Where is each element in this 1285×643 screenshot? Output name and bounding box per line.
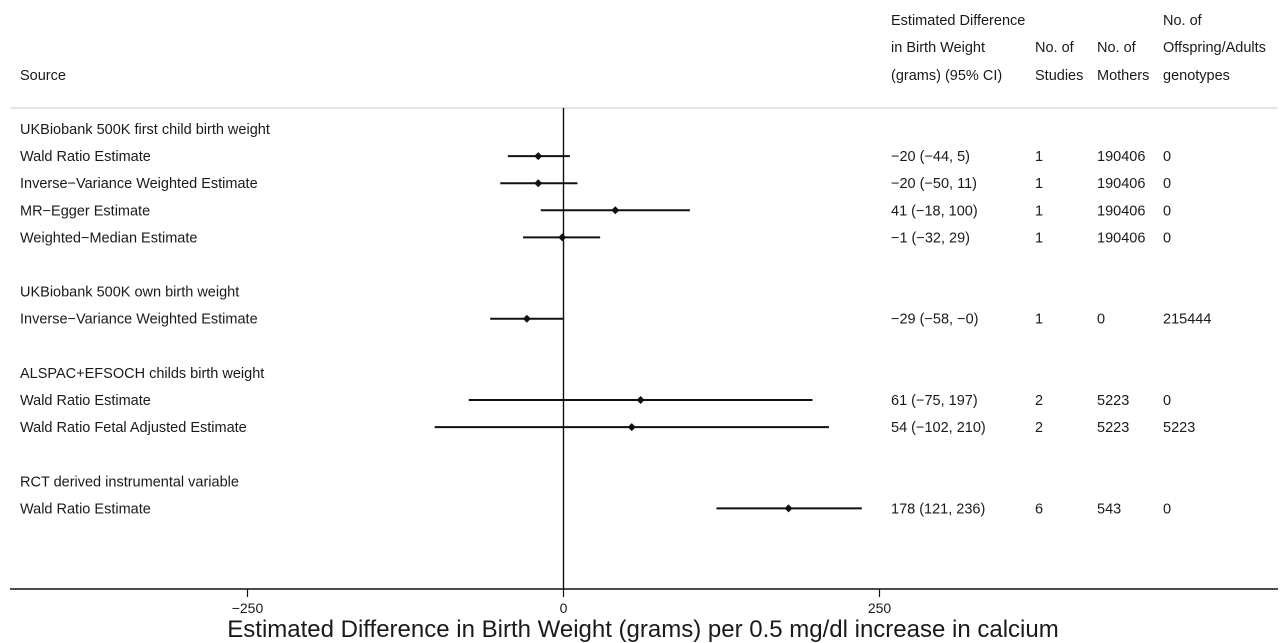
header-offspring-line-1: No. of	[1163, 13, 1203, 29]
x-axis-title: Estimated Difference in Birth Weight (gr…	[227, 616, 1058, 643]
estimate-text: −29 (−58, −0)	[891, 312, 978, 328]
point-estimate-marker	[522, 314, 531, 323]
header-estimate-line-1: Estimated Difference	[891, 13, 1025, 29]
header-estimate-line-3: (grams) (95% CI)	[891, 68, 1002, 84]
row-label: Inverse−Variance Weighted Estimate	[20, 312, 258, 328]
studies-count: 6	[1035, 501, 1043, 517]
x-tick-label: 250	[868, 600, 892, 616]
row-label: Wald Ratio Estimate	[20, 501, 151, 517]
studies-count: 1	[1035, 176, 1043, 192]
studies-count: 1	[1035, 312, 1043, 328]
x-tick-label: −250	[232, 600, 264, 616]
row-label: Wald Ratio Estimate	[20, 393, 151, 409]
mothers-count: 543	[1097, 501, 1121, 517]
point-estimate-marker	[534, 179, 543, 188]
row-label: Inverse−Variance Weighted Estimate	[20, 176, 258, 192]
mothers-count: 5223	[1097, 420, 1129, 436]
estimate-text: 178 (121, 236)	[891, 501, 985, 517]
offspring-count: 0	[1163, 176, 1171, 192]
header-studies-line-1: No. of	[1035, 40, 1075, 56]
group-title: UKBiobank 500K own birth weight	[20, 285, 239, 301]
x-axis: −250 0 250 Estimated Difference in Birth W…	[10, 588, 1278, 643]
offspring-count: 0	[1163, 203, 1171, 219]
header-mothers-line-2: Mothers	[1097, 68, 1149, 84]
row-label: Wald Ratio Estimate	[20, 149, 151, 165]
mothers-count: 190406	[1097, 230, 1145, 246]
header-offspring-line-3: genotypes	[1163, 68, 1230, 84]
estimate-text: 54 (−102, 210)	[891, 420, 986, 436]
group-title: UKBiobank 500K first child birth weight	[20, 122, 270, 138]
mothers-count: 5223	[1097, 393, 1129, 409]
point-estimate-marker	[534, 152, 543, 161]
mothers-count: 190406	[1097, 176, 1145, 192]
mothers-count: 190406	[1097, 149, 1145, 165]
forest-rows: UKBiobank 500K first child birth weight W…	[20, 122, 1211, 517]
row-label: Wald Ratio Fetal Adjusted Estimate	[20, 420, 247, 436]
mothers-count: 0	[1097, 312, 1105, 328]
studies-count: 2	[1035, 393, 1043, 409]
estimate-text: −20 (−44, 5)	[891, 149, 970, 165]
x-tick-label: 0	[560, 600, 568, 616]
estimate-text: 61 (−75, 197)	[891, 393, 978, 409]
x-axis-ticks: −250 0 250	[232, 589, 892, 616]
offspring-count: 0	[1163, 501, 1171, 517]
estimate-text: −20 (−50, 11)	[891, 176, 977, 192]
offspring-count: 0	[1163, 393, 1171, 409]
point-estimate-marker	[611, 206, 620, 215]
header-studies-line-2: Studies	[1035, 68, 1083, 84]
point-estimate-marker	[558, 233, 567, 242]
mothers-count: 190406	[1097, 203, 1145, 219]
group-title: ALSPAC+EFSOCH childs birth weight	[20, 366, 264, 382]
offspring-count: 0	[1163, 230, 1171, 246]
studies-count: 2	[1035, 420, 1043, 436]
column-headers: Source Estimated Difference in Birth Wei…	[20, 13, 1266, 84]
studies-count: 1	[1035, 149, 1043, 165]
row-label: MR−Egger Estimate	[20, 203, 150, 219]
point-estimate-marker	[784, 504, 793, 513]
offspring-count: 215444	[1163, 312, 1211, 328]
point-estimate-marker	[627, 423, 636, 432]
offspring-count: 5223	[1163, 420, 1195, 436]
studies-count: 1	[1035, 230, 1043, 246]
header-source: Source	[20, 68, 66, 84]
estimate-text: −1 (−32, 29)	[891, 230, 970, 246]
studies-count: 1	[1035, 203, 1043, 219]
point-estimate-marker	[636, 396, 645, 404]
group-title: RCT derived instrumental variable	[20, 474, 239, 490]
header-offspring-line-2: Offspring/Adults	[1163, 40, 1266, 56]
row-label: Weighted−Median Estimate	[20, 230, 197, 246]
header-mothers-line-1: No. of	[1097, 40, 1137, 56]
offspring-count: 0	[1163, 149, 1171, 165]
estimate-text: 41 (−18, 100)	[891, 203, 978, 219]
header-estimate-line-2: in Birth Weight	[891, 40, 985, 56]
